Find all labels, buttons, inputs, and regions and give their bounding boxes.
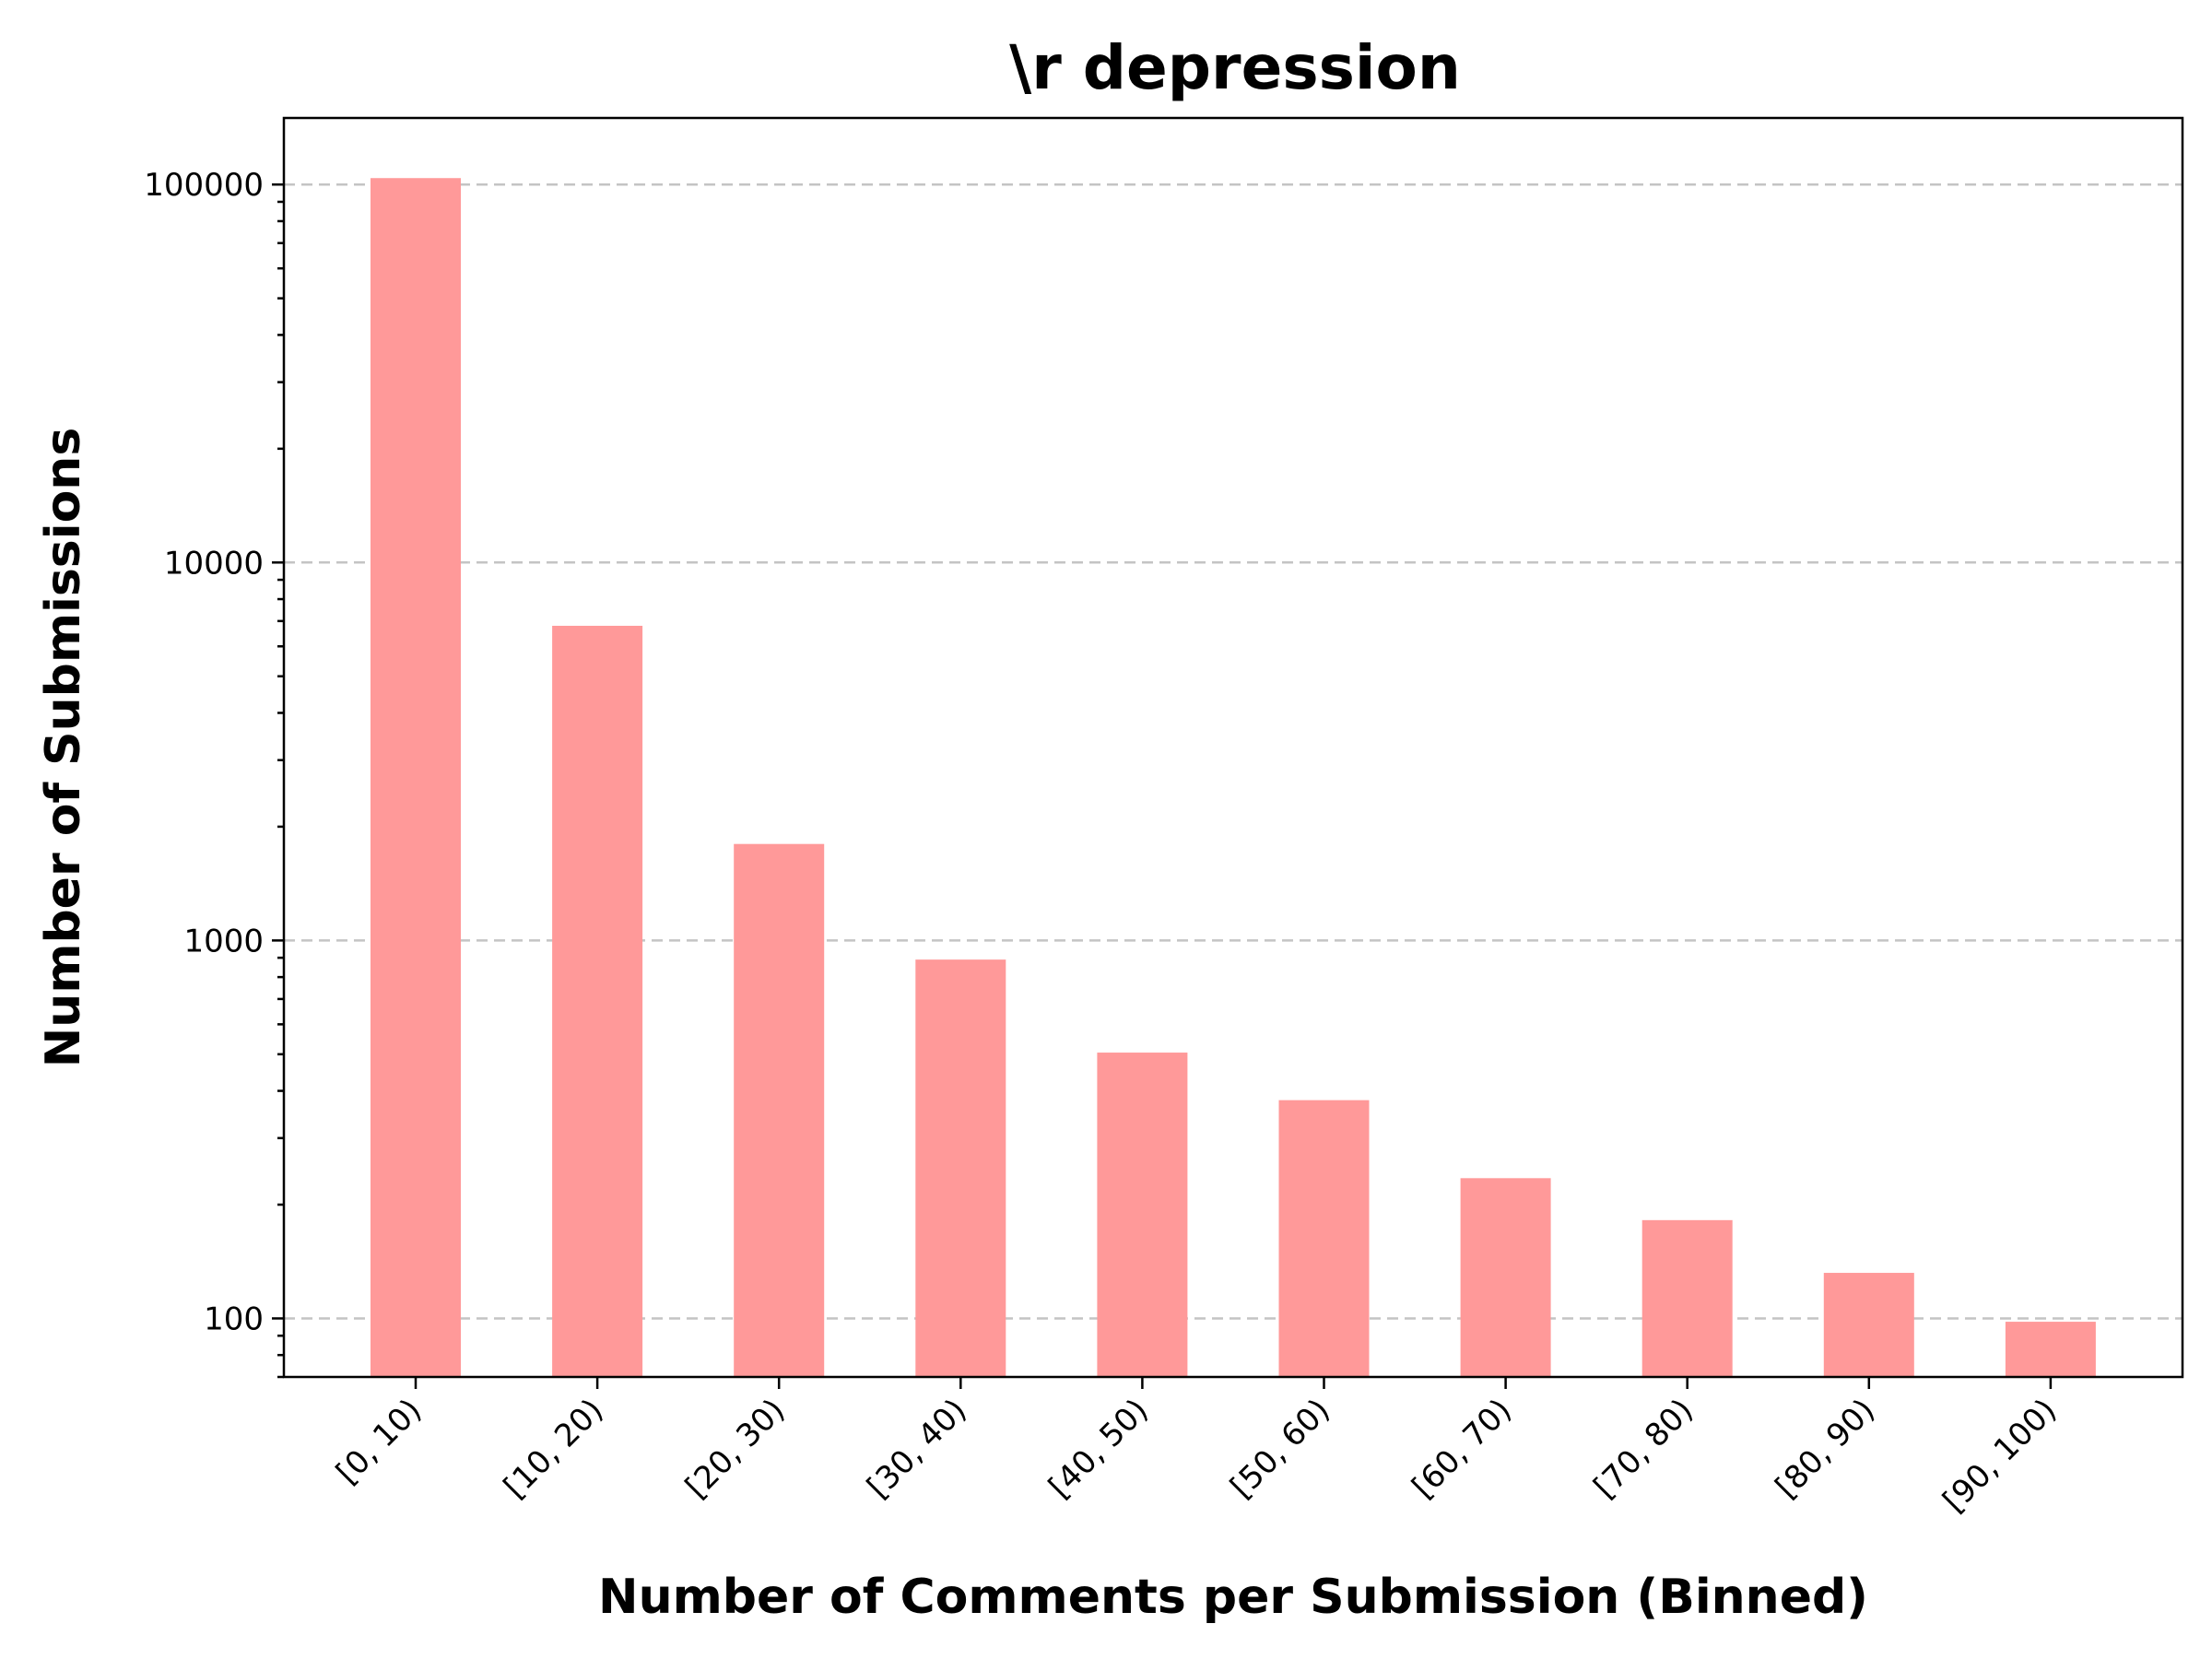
x-tick-label: [50, 60): [1223, 1392, 1337, 1506]
x-axis-label: Number of Comments per Submission (Binne…: [598, 1570, 1868, 1625]
bar: [1278, 1100, 1370, 1377]
bars: [371, 178, 2096, 1377]
y-tick-label: 1000: [183, 923, 264, 959]
bar: [552, 625, 643, 1377]
y-tick-label: 100: [204, 1300, 264, 1337]
x-tick-label: [40, 50): [1041, 1392, 1156, 1506]
x-tick-label: [70, 80): [1587, 1392, 1701, 1506]
plot-frame: [282, 116, 2184, 1379]
bar: [734, 843, 825, 1377]
x-tick-label: [0, 10): [329, 1392, 429, 1491]
bar: [2005, 1322, 2096, 1377]
bar: [1460, 1178, 1551, 1377]
y-tick-label: 100000: [144, 167, 264, 204]
x-tick-label: [60, 70): [1405, 1392, 1519, 1506]
bar: [915, 959, 1006, 1377]
x-tick-label: [90, 100): [1936, 1392, 2064, 1520]
x-tick-label: [10, 20): [497, 1392, 611, 1506]
bar: [371, 178, 461, 1377]
bar: [1641, 1219, 1733, 1377]
x-axis-ticks: [0, 10) [10, 20) [20, 30) [30, 40) [40, 50) […: [329, 1377, 2064, 1520]
y-axis-ticks: 100 1000 10000 100000: [144, 167, 284, 1379]
y-axis-label: Number of Submissions: [36, 428, 91, 1068]
x-tick-label: [80, 90): [1769, 1392, 1883, 1506]
y-tick-label: 10000: [164, 545, 264, 582]
chart-title: \r depression: [1009, 32, 1461, 103]
bar: [1097, 1053, 1188, 1377]
bar: [1823, 1273, 1914, 1377]
x-tick-label: [30, 40): [860, 1392, 974, 1506]
x-tick-label: [20, 30): [678, 1392, 793, 1506]
